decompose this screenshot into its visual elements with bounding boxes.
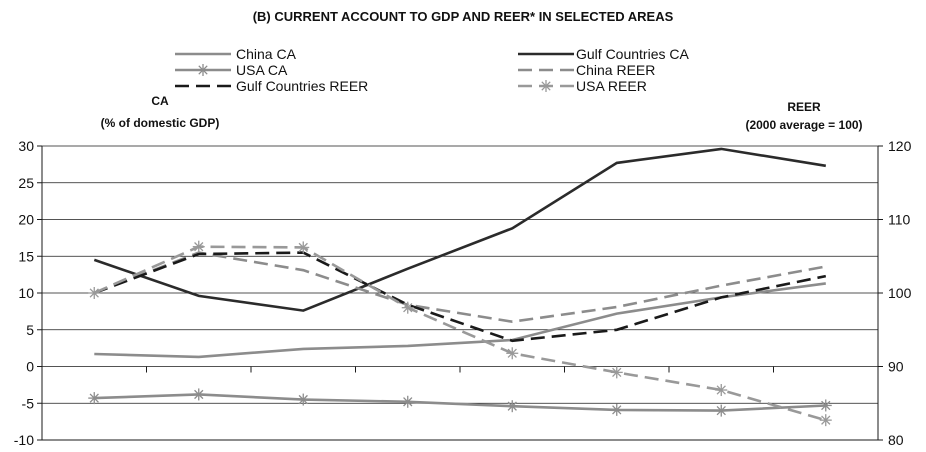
legend-label: USA REER [576,78,647,94]
legend-entry-china-reer: China REER [518,62,655,78]
legend-entry-gulf-countries-ca: Gulf Countries CA [518,46,689,62]
legend-entry-china-ca: China CA [175,46,297,62]
legend-marker [197,64,209,76]
left-tick-label: 30 [18,138,34,154]
data-point-usa-reer [715,384,728,397]
data-point-usa-reer [192,240,205,253]
chart-title: (B) CURRENT ACCOUNT TO GDP AND REER* IN … [253,9,674,24]
data-point-usa-ca [819,399,832,412]
data-point-usa-ca [401,395,414,408]
left-tick-label: 20 [18,212,34,228]
left-tick-label: 0 [26,359,34,375]
left-tick-label: 15 [18,248,34,264]
right-tick-label: 100 [888,285,912,301]
legend-marker [540,80,552,92]
right-tick-label: 120 [888,138,912,154]
left-tick-label: -5 [22,395,35,411]
data-point-usa-reer [88,287,101,299]
data-point-usa-ca [297,393,310,406]
legend-label: China REER [576,62,655,78]
legend-entry-gulf-countries-reer: Gulf Countries REER [175,78,368,94]
right-tick-label: 110 [888,212,911,228]
data-point-usa-ca [715,404,728,417]
series-line-gulf-countries-reer [93,251,827,343]
series-line-usa-reer [93,245,827,422]
gridlines [42,145,878,404]
data-point-usa-reer [610,366,623,379]
left-tick-label: 10 [18,285,34,301]
legend-label: Gulf Countries REER [236,78,368,94]
data-point-usa-reer [506,347,519,360]
data-point-usa-ca [192,388,205,401]
legend-entry-usa-ca: USA CA [175,62,288,78]
data-point-usa-ca [506,400,519,413]
series-layer [88,147,832,427]
data-point-usa-reer [401,301,414,314]
series-line-usa-ca [94,393,826,412]
legend-label: USA CA [236,62,288,78]
data-point-usa-ca [610,403,623,416]
series-line-china-reer [93,251,827,324]
left-tick-label: 5 [26,322,34,338]
left-tick-label: -10 [14,432,34,448]
right-axis-title-line2: (2000 average = 100) [745,118,862,132]
series-line-china-ca [94,282,826,359]
data-point-usa-ca [88,392,101,405]
legend-label: Gulf Countries CA [576,46,689,62]
right-tick-label: 90 [888,359,904,375]
left-axis-title-line2: (% of domestic GDP) [101,116,220,130]
left-axis-title-line1: CA [151,94,169,108]
data-point-usa-reer [297,241,310,254]
data-point-usa-reer [819,414,832,427]
right-axis-title-line1: REER [787,100,821,114]
legend-label: China CA [236,46,297,62]
axes: -10 -5 0 5 10 15 20 25 30 80 90 100 110 120 [14,138,912,448]
left-tick-label: 25 [18,175,34,191]
right-tick-label: 80 [888,432,904,448]
series-line-gulf-countries-ca [93,147,827,312]
legend-entry-usa-reer: USA REER [518,78,647,94]
